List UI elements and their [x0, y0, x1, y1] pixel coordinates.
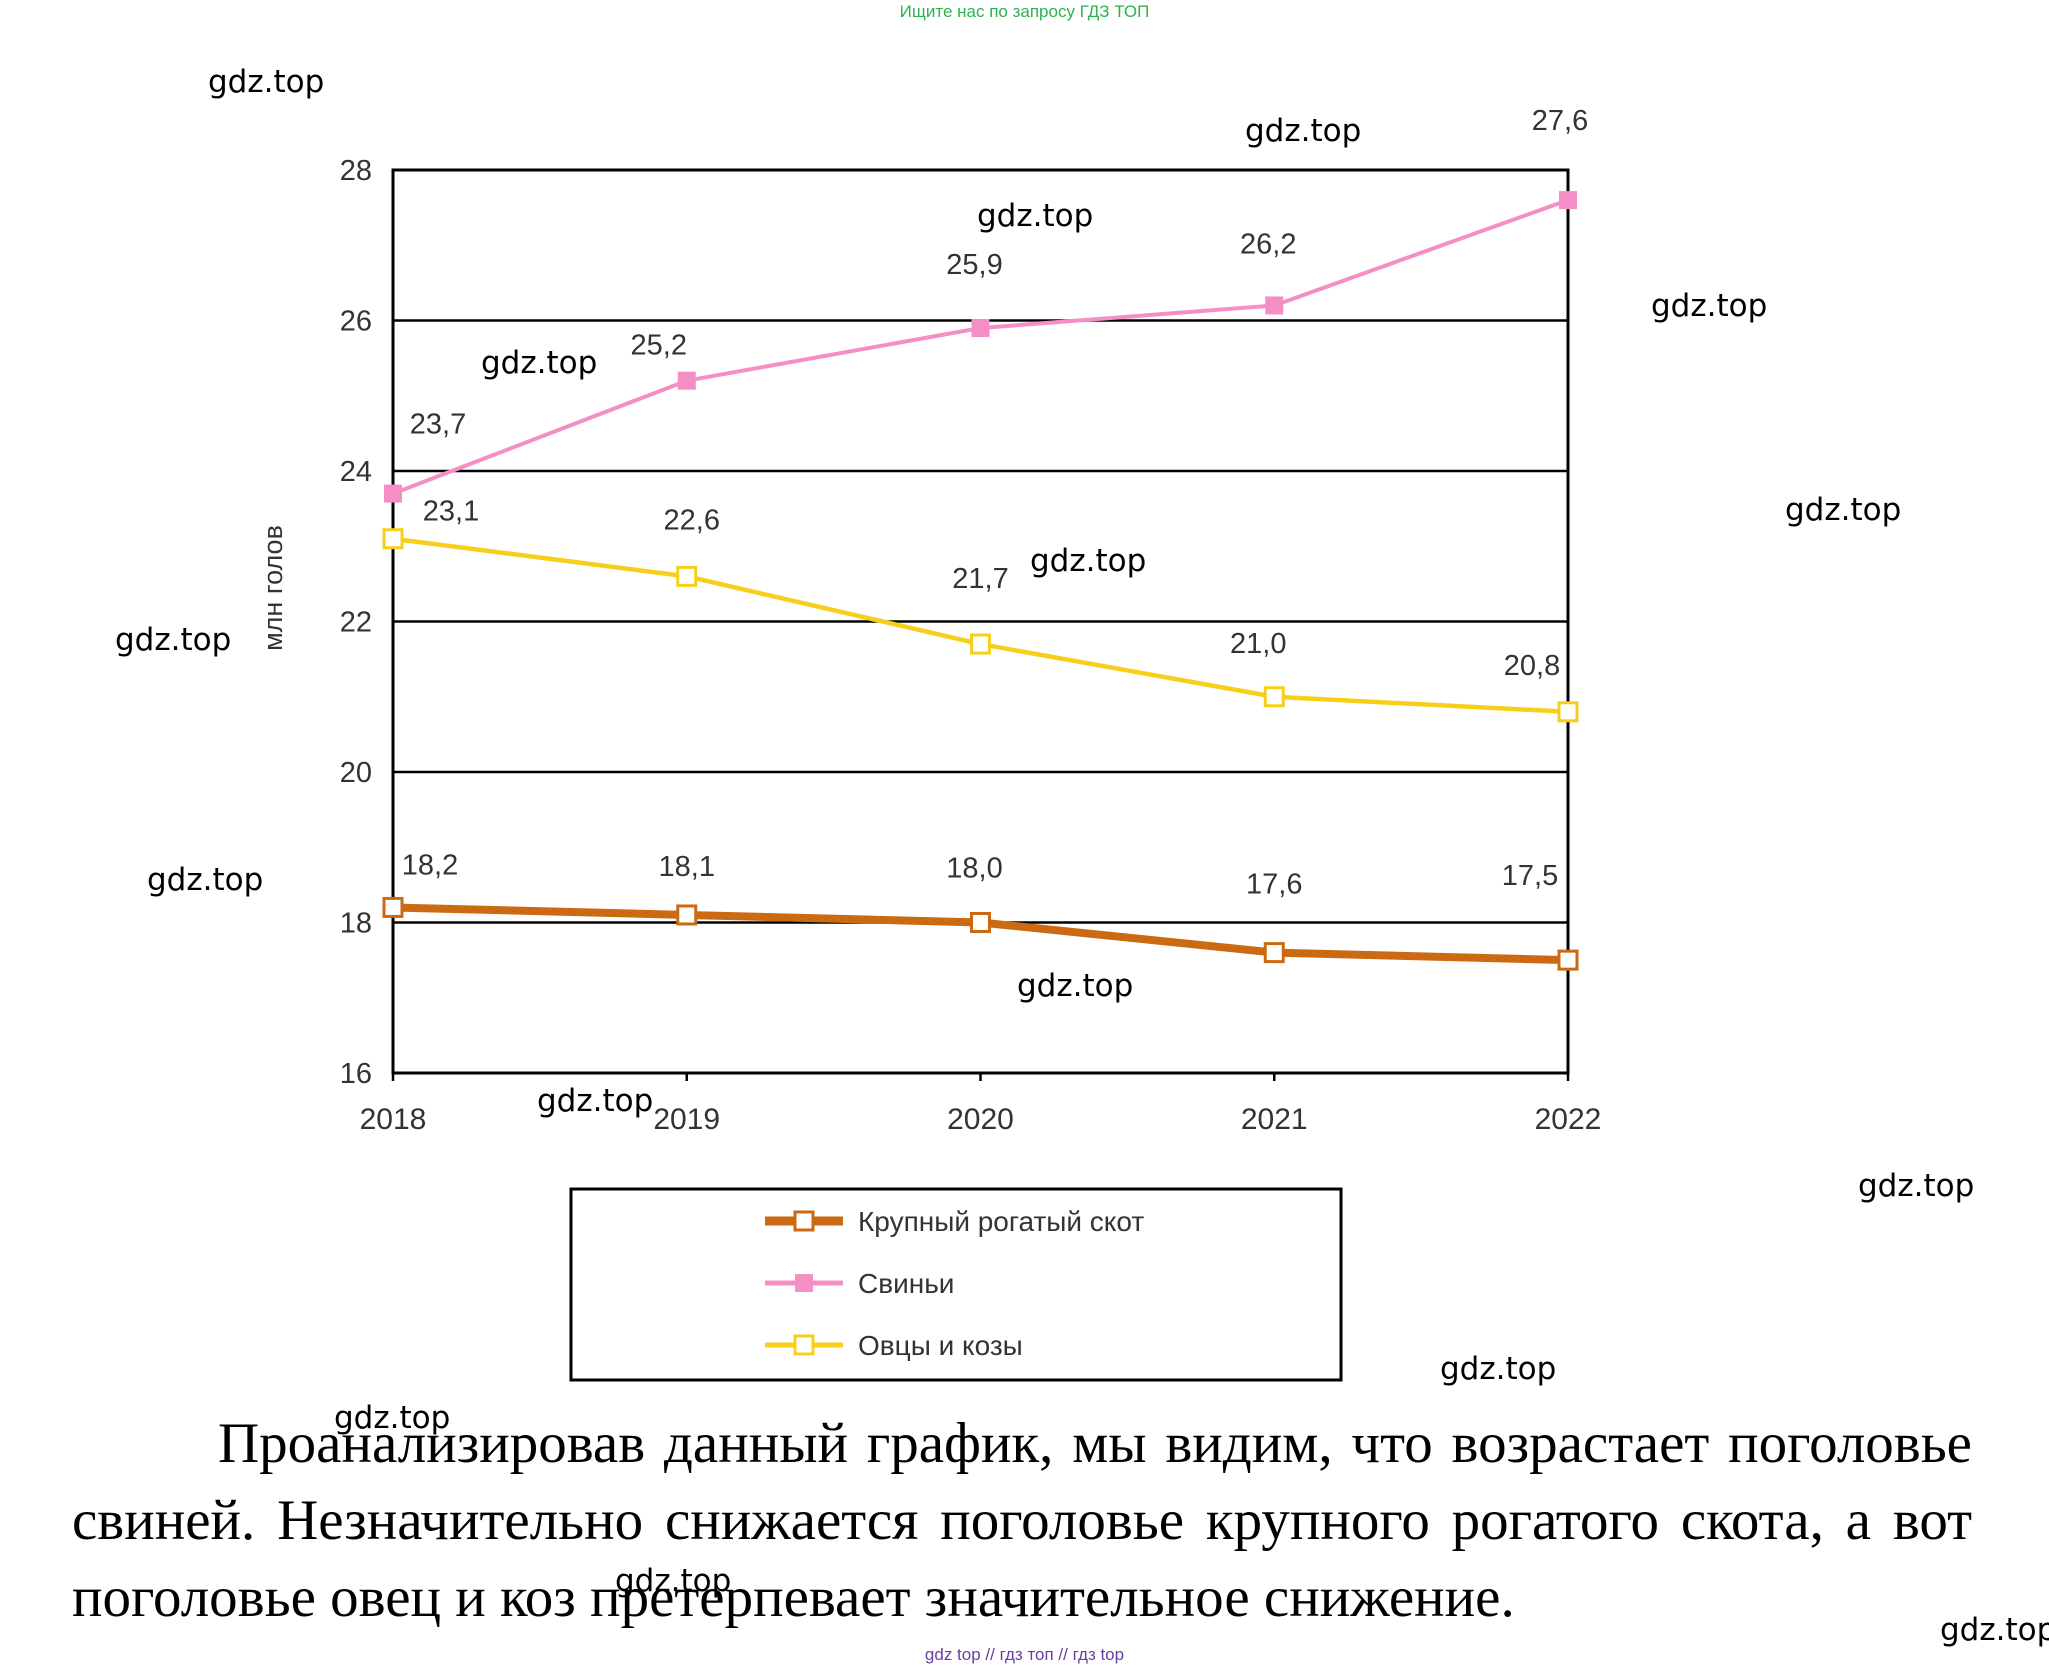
data-point — [676, 904, 698, 926]
data-point — [1559, 191, 1577, 210]
legend-items: Крупный рогатый скот Свиньи Овцы и козы — [765, 1206, 1144, 1361]
x-tick-label: 2019 — [653, 1103, 720, 1136]
watermark: gdz.top — [1785, 492, 1902, 528]
grid-lines — [393, 319, 1568, 924]
y-tick-label: 22 — [340, 607, 372, 639]
data-label: 23,1 — [423, 496, 479, 528]
data-labels: 18,2 18,1 18,0 17,6 17,5 23,7 25,2 25,9 26,2 27,6… — [402, 105, 1588, 901]
data-label: 20,8 — [1504, 650, 1560, 682]
series-layer — [382, 191, 1579, 971]
legend-box — [569, 1187, 1343, 1382]
data-label: 21,7 — [952, 563, 1008, 595]
data-label: 22,6 — [664, 504, 720, 536]
watermark: gdz.top — [208, 64, 325, 100]
y-tick-label: 18 — [340, 908, 372, 940]
data-label: 25,2 — [631, 330, 687, 362]
legend-swatch-marker — [795, 1274, 813, 1292]
data-label: 18,1 — [659, 851, 715, 883]
y-tick-label: 16 — [340, 1058, 372, 1090]
watermark: gdz.top — [1017, 968, 1134, 1004]
data-label: 18,0 — [946, 853, 1002, 885]
watermark: gdz.top — [334, 1400, 451, 1436]
watermark: gdz.top — [115, 622, 232, 658]
legend-label: Свиньи — [858, 1268, 954, 1299]
data-point — [1263, 686, 1285, 708]
legend-swatch-marker — [793, 1210, 815, 1232]
data-label: 27,6 — [1532, 105, 1588, 137]
watermark: gdz.top — [1245, 113, 1362, 149]
y-tick-label: 20 — [340, 757, 372, 789]
watermark: gdz.top — [977, 198, 1094, 234]
x-tick-label: 2021 — [1241, 1103, 1308, 1136]
watermark: gdz.top — [1440, 1351, 1557, 1387]
data-label: 23,7 — [410, 409, 466, 441]
footer-links[interactable]: gdz top // гдз топ // гдз top — [924, 1645, 1125, 1664]
data-point — [677, 371, 696, 390]
legend-label: Овцы и козы — [858, 1330, 1023, 1361]
legend-swatch-marker — [793, 1334, 815, 1356]
x-tick-label: 2022 — [1535, 1103, 1602, 1136]
legend: Крупный рогатый скот Свиньи Овцы и козы — [569, 1187, 1343, 1382]
watermark: gdz.top — [481, 345, 598, 381]
y-tick-label: 26 — [340, 306, 372, 338]
data-point — [384, 484, 402, 503]
watermark: gdz.top — [1030, 543, 1147, 579]
data-point — [382, 896, 404, 918]
y-axis-label: млн голов — [258, 525, 288, 651]
data-label: 17,5 — [1502, 860, 1558, 892]
data-point — [970, 633, 991, 655]
y-tick-label: 28 — [340, 155, 372, 187]
data-point — [1557, 949, 1579, 971]
data-point — [1265, 296, 1284, 315]
data-label: 21,0 — [1230, 628, 1286, 660]
legend-label: Крупный рогатый скот — [858, 1206, 1144, 1237]
watermark: gdz.top — [1858, 1168, 1975, 1204]
data-point — [1557, 701, 1579, 723]
data-label: 25,9 — [946, 249, 1002, 281]
watermark: gdz.top — [1651, 288, 1768, 324]
data-label: 26,2 — [1240, 228, 1296, 260]
watermark: gdz.top — [1940, 1612, 2049, 1648]
watermark: gdz.top — [537, 1083, 654, 1119]
data-point — [382, 528, 404, 550]
x-tick-label: 2018 — [360, 1103, 427, 1136]
analysis-paragraph: Проанализировав данный график, мы видим,… — [72, 1412, 1972, 1629]
data-point — [1263, 942, 1285, 964]
x-tick-label: 2020 — [947, 1103, 1014, 1136]
data-point — [971, 319, 990, 338]
data-label: 18,2 — [402, 849, 458, 881]
top-banner[interactable]: Ищите нас по запросу ГДЗ ТОП — [899, 2, 1150, 21]
data-label: 17,6 — [1246, 869, 1302, 901]
data-point — [676, 565, 698, 587]
watermark: gdz.top — [147, 862, 264, 898]
data-point — [970, 912, 991, 933]
watermark: gdz.top — [615, 1563, 732, 1599]
y-tick-label: 24 — [340, 456, 372, 488]
